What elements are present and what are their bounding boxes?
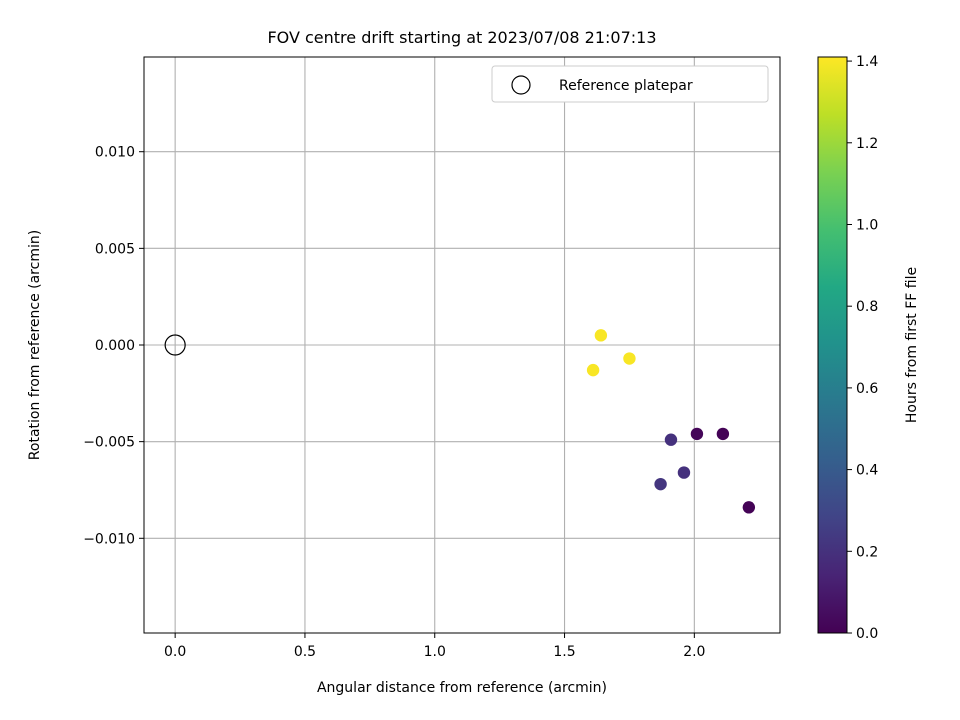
colorbar-tick-label: 0.2 <box>856 544 878 560</box>
colorbar-tick-label: 0.0 <box>856 626 878 642</box>
y-tick-label: 0.000 <box>95 338 135 354</box>
x-tick-label: 1.5 <box>553 644 575 660</box>
colorbar-tick-label: 1.4 <box>856 54 878 70</box>
data-point <box>594 329 608 342</box>
data-point <box>690 427 704 441</box>
colorbar-tick-label: 1.2 <box>856 136 878 152</box>
data-point <box>586 363 600 377</box>
data-point <box>742 501 756 514</box>
y-tick-label: −0.005 <box>83 435 135 451</box>
y-tick-label: 0.005 <box>95 241 135 257</box>
colorbar-ticks: 0.0 0.2 0.4 0.6 0.8 1.0 1.2 1.4 <box>847 54 878 642</box>
colorbar-tick-label: 0.8 <box>856 299 878 315</box>
x-axis-label: Angular distance from reference (arcmin) <box>317 680 607 696</box>
data-point <box>664 433 678 446</box>
chart-title: FOV centre drift starting at 2023/07/08 … <box>267 28 656 47</box>
legend: Reference platepar <box>491 65 769 103</box>
x-tick-label: 2.0 <box>683 644 705 660</box>
data-point <box>716 427 730 441</box>
legend-reference-marker <box>511 75 531 95</box>
colorbar <box>817 56 848 634</box>
colorbar-tick-label: 1.0 <box>856 217 878 233</box>
legend-reference-label: Reference platepar <box>559 78 693 94</box>
x-tick-label: 1.0 <box>424 644 446 660</box>
x-tick-label: 0.0 <box>164 644 186 660</box>
legend-box <box>491 65 769 103</box>
y-tick-label: 0.010 <box>95 145 135 161</box>
data-point <box>677 466 691 479</box>
x-axis-ticks: 0.0 0.5 1.0 1.5 2.0 <box>164 633 705 660</box>
y-axis-label: Rotation from reference (arcmin) <box>27 230 43 460</box>
colorbar-tick-label: 0.6 <box>856 381 878 397</box>
colorbar-tick-label: 0.4 <box>856 463 878 479</box>
data-point <box>654 477 667 491</box>
data-point <box>623 352 636 365</box>
reference-platepar-marker <box>164 334 186 356</box>
colorbar-label: Hours from first FF file <box>904 267 920 423</box>
y-axis-ticks: 0.010 0.005 0.000 −0.005 −0.010 <box>83 145 144 547</box>
x-tick-label: 0.5 <box>294 644 316 660</box>
grid-lines <box>144 57 780 633</box>
y-tick-label: −0.010 <box>83 531 135 547</box>
data-points <box>164 329 756 514</box>
